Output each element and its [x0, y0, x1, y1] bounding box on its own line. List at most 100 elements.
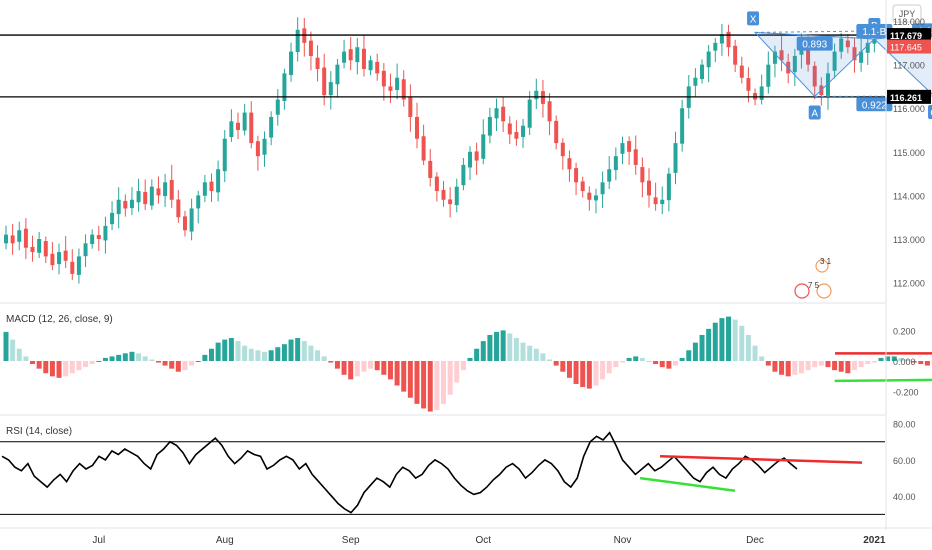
macd-bar: [248, 348, 254, 361]
macd-bar: [798, 361, 804, 374]
macd-bar: [116, 354, 122, 361]
candle-body: [408, 97, 413, 117]
pattern-point-badge: [747, 11, 760, 26]
candle-body: [487, 116, 492, 136]
candle-body: [666, 173, 671, 201]
macd-bar: [122, 353, 128, 361]
macd-bar: [712, 322, 718, 361]
macd-bar: [222, 339, 228, 361]
rsi-tick-label: 80.00: [893, 420, 916, 430]
candle-body: [315, 57, 320, 70]
candle-body: [534, 90, 539, 100]
pattern-point-badge: [808, 105, 821, 120]
macd-bar: [560, 361, 566, 372]
candle-body: [30, 246, 35, 253]
macd-bar: [56, 361, 62, 378]
pattern-ratio-badge: [856, 23, 893, 38]
macd-bar: [686, 350, 692, 361]
macd-bar: [566, 361, 572, 378]
macd-panel: MACD (12, 26, close, 9): [0, 302, 932, 412]
macd-bar: [102, 357, 108, 361]
candle-body: [37, 238, 42, 253]
macd-bar: [43, 361, 49, 374]
candle-body: [282, 73, 287, 102]
macd-bar: [235, 341, 241, 361]
candle-body: [182, 216, 187, 231]
level-price-label: 117.679: [890, 31, 922, 41]
macd-bar: [441, 361, 446, 404]
candle-body: [448, 199, 453, 205]
candle-body: [10, 235, 15, 244]
candle-body: [554, 120, 559, 144]
candle-body: [196, 195, 201, 209]
candle-body: [547, 101, 552, 122]
macd-bar: [513, 338, 519, 361]
candle-body: [812, 65, 817, 87]
candle-body: [567, 158, 572, 170]
pattern-ratio-badge: [796, 36, 833, 51]
macd-bar: [381, 361, 387, 375]
candle-body: [328, 82, 333, 96]
candle-body: [700, 64, 705, 80]
macd-bar: [838, 361, 844, 372]
macd-bar: [215, 342, 221, 361]
candle-body: [361, 48, 366, 70]
candle-body: [103, 225, 108, 241]
candle-body: [249, 112, 254, 144]
macd-bar: [858, 361, 864, 368]
candle-body: [229, 121, 234, 138]
macd-bar: [845, 361, 851, 374]
candle-body: [395, 77, 400, 90]
rsi-panel: RSI (14, close): [0, 414, 885, 515]
candle-body: [527, 99, 532, 128]
pattern-ratio-label: 1.1·B: [862, 27, 886, 38]
macd-bar: [447, 361, 453, 395]
macd-bar: [706, 328, 712, 361]
event-badge-circle: [815, 259, 829, 273]
candle-body: [852, 47, 857, 61]
candle-body: [209, 181, 214, 192]
macd-bar: [726, 316, 732, 361]
macd-bar: [275, 347, 281, 361]
macd-title: MACD (12, 26, close, 9): [6, 314, 113, 325]
macd-bar: [573, 361, 579, 384]
macd-bar: [586, 361, 592, 389]
macd-bar: [295, 338, 301, 361]
candle-body: [289, 51, 294, 76]
candle-body: [308, 40, 313, 56]
candle-body: [772, 51, 777, 64]
macd-bar: [69, 361, 75, 374]
currency-badge-text: JPY: [899, 9, 916, 19]
macd-bar: [679, 357, 685, 361]
macd-bar: [540, 353, 546, 361]
macd-bar: [527, 345, 533, 361]
x-tick-label: Oct: [475, 535, 491, 546]
candle-body: [607, 169, 612, 182]
macd-bar: [878, 357, 884, 361]
candle-body: [57, 252, 62, 265]
macd-bar: [341, 361, 347, 375]
candle-body: [381, 70, 386, 87]
macd-tick-label: -0.200: [893, 388, 919, 398]
macd-bar: [202, 354, 208, 361]
macd-bar: [89, 361, 95, 365]
macd-bar: [321, 356, 327, 361]
macd-bar: [348, 361, 354, 380]
price-tick-label: 112.000: [893, 279, 925, 289]
macd-bar: [142, 356, 148, 361]
candle-body: [733, 45, 738, 65]
candle-body: [421, 136, 426, 161]
candle-body: [216, 169, 221, 193]
macd-bar: [3, 331, 9, 361]
macd-bar: [851, 361, 857, 371]
candle-body: [872, 38, 877, 44]
candle-body: [348, 49, 353, 61]
candle-body: [759, 86, 764, 100]
candle-body: [620, 143, 625, 154]
macd-bar: [487, 334, 493, 361]
macd-bar: [507, 333, 513, 361]
price-tick-label: 114.000: [893, 191, 925, 201]
macd-bar: [898, 357, 904, 361]
macd-bar: [467, 357, 473, 361]
macd-bar: [792, 361, 798, 375]
